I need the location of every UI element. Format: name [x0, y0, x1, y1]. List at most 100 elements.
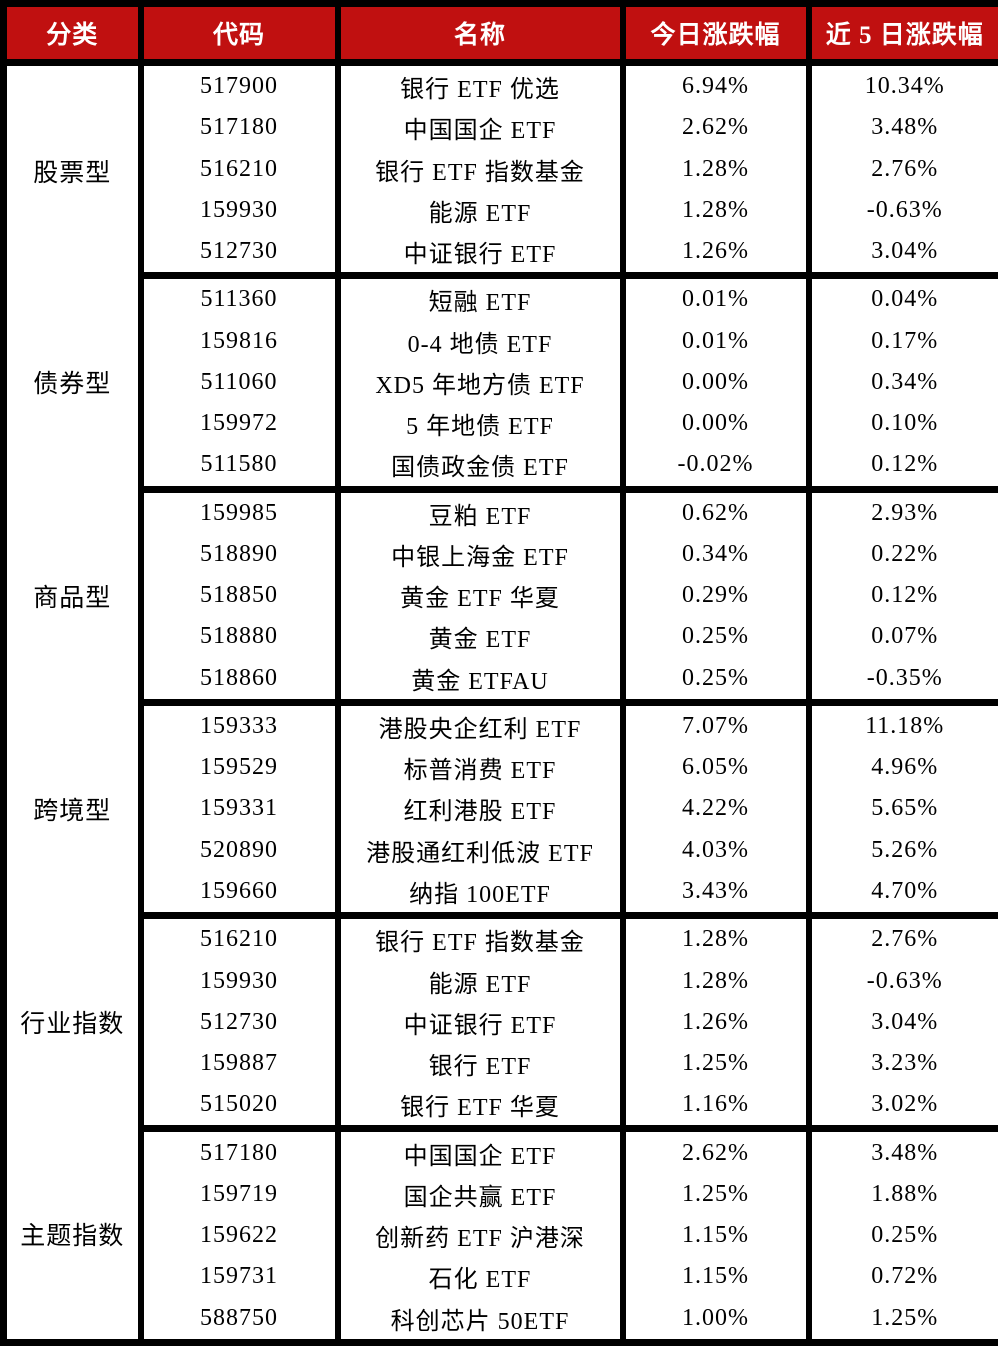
category-cell-theme-index: 主题指数 [0, 1128, 144, 1343]
col-header-five-day-change: 近 5 日涨跌幅 [805, 3, 998, 66]
name-cell: 豆粕 ETF [334, 489, 626, 534]
code-cell: 159887 [137, 1042, 341, 1085]
code-cell: 159333 [137, 702, 341, 748]
name-cell: 0-4 地债 ETF [334, 320, 626, 362]
five-day-change-cell: 0.12% [805, 575, 998, 617]
name-cell: 银行 ETF 指数基金 [334, 915, 626, 961]
today-change-cell: 1.00% [619, 1297, 812, 1346]
today-change-cell: 0.62% [619, 489, 812, 534]
name-cell: 国企共赢 ETF [334, 1173, 626, 1215]
five-day-change-cell: 4.96% [805, 747, 998, 789]
five-day-change-cell: 0.12% [805, 444, 998, 493]
table-row: 债券型 511360 短融 ETF 0.01% 0.04% [0, 275, 998, 490]
today-change-cell: 2.62% [619, 1128, 812, 1174]
today-change-cell: 0.29% [619, 575, 812, 617]
category-cell-stock: 股票型 [0, 62, 144, 276]
table-row: 159622 创新药 ETF 沪港深 1.15% 0.25% [4, 1214, 998, 1257]
five-day-change-cell: 3.04% [805, 1001, 998, 1043]
table-row: 518850 黄金 ETF 华夏 0.29% 0.12% [4, 575, 998, 617]
code-cell: 159660 [137, 870, 341, 920]
five-day-change-cell: 2.93% [805, 489, 998, 534]
code-cell: 520890 [137, 829, 341, 871]
code-cell: 159930 [137, 960, 341, 1002]
category-cell-industry-index: 行业指数 [0, 915, 144, 1129]
name-cell: 黄金 ETF [334, 616, 626, 658]
name-cell: 中国国企 ETF [334, 1128, 626, 1174]
five-day-change-cell: 3.04% [805, 231, 998, 280]
five-day-change-cell: 3.23% [805, 1042, 998, 1085]
code-cell: 159529 [137, 747, 341, 789]
today-change-cell: 1.28% [619, 915, 812, 961]
five-day-change-cell: 0.17% [805, 320, 998, 362]
name-cell: 科创芯片 50ETF [334, 1297, 626, 1346]
code-cell: 515020 [137, 1084, 341, 1133]
five-day-change-cell: 11.18% [805, 702, 998, 748]
code-cell: 517180 [137, 1128, 341, 1174]
table-row: 518880 黄金 ETF 0.25% 0.07% [4, 616, 998, 658]
five-day-change-cell: 5.26% [805, 829, 998, 871]
category-cell-bond: 债券型 [0, 275, 144, 490]
name-cell: 黄金 ETFAU [334, 657, 626, 706]
category-cell-commodity: 商品型 [0, 489, 144, 703]
table-row: 股票型 517900 银行 ETF 优选 6.94% 10.34% [0, 62, 998, 276]
name-cell: 红利港股 ETF [334, 788, 626, 830]
today-change-cell: 1.25% [619, 1173, 812, 1215]
five-day-change-cell: 3.02% [805, 1084, 998, 1133]
table-row: 518860 黄金 ETFAU 0.25% -0.35% [4, 657, 998, 706]
code-cell: 518850 [137, 575, 341, 617]
five-day-change-cell: 0.34% [805, 361, 998, 404]
table-row: 159930 能源 ETF 1.28% -0.63% [4, 960, 998, 1002]
today-change-cell: -0.02% [619, 444, 812, 493]
col-header-code: 代码 [137, 3, 341, 66]
table-row: 518890 中银上海金 ETF 0.34% 0.22% [4, 533, 998, 576]
today-change-cell: 1.25% [619, 1042, 812, 1085]
category-cell-crossborder: 跨境型 [0, 702, 144, 916]
name-cell: 纳指 100ETF [334, 870, 626, 920]
table-row: 159930 能源 ETF 1.28% -0.63% [4, 189, 998, 232]
today-change-cell: 4.22% [619, 788, 812, 830]
name-cell: 5 年地债 ETF [334, 403, 626, 445]
code-cell: 512730 [137, 231, 341, 280]
five-day-change-cell: -0.35% [805, 657, 998, 706]
code-cell: 159972 [137, 403, 341, 445]
code-cell: 159622 [137, 1214, 341, 1257]
today-change-cell: 1.26% [619, 1001, 812, 1043]
today-change-cell: 1.28% [619, 960, 812, 1002]
today-change-cell: 2.62% [619, 107, 812, 149]
code-cell: 588750 [137, 1297, 341, 1346]
name-cell: 银行 ETF 华夏 [334, 1084, 626, 1133]
name-cell: 能源 ETF [334, 189, 626, 232]
name-cell: 石化 ETF [334, 1256, 626, 1298]
name-cell: 黄金 ETF 华夏 [334, 575, 626, 617]
five-day-change-cell: 0.10% [805, 403, 998, 445]
col-header-name: 名称 [334, 3, 626, 66]
name-cell: 港股通红利低波 ETF [334, 829, 626, 871]
name-cell: XD5 年地方债 ETF [334, 361, 626, 404]
code-cell: 159816 [137, 320, 341, 362]
today-change-cell: 0.25% [619, 657, 812, 706]
five-day-change-cell: 3.48% [805, 107, 998, 149]
table-row: 159816 0-4 地债 ETF 0.01% 0.17% [4, 320, 998, 362]
table-row: 159529 标普消费 ETF 6.05% 4.96% [4, 747, 998, 789]
name-cell: 国债政金债 ETF [334, 444, 626, 493]
code-cell: 159930 [137, 189, 341, 232]
code-cell: 511360 [137, 275, 341, 321]
table-row: 516210 银行 ETF 指数基金 1.28% 2.76% [4, 148, 998, 190]
today-change-cell: 0.00% [619, 361, 812, 404]
five-day-change-cell: -0.63% [805, 189, 998, 232]
five-day-change-cell: 2.76% [805, 915, 998, 961]
five-day-change-cell: 2.76% [805, 148, 998, 190]
five-day-change-cell: 4.70% [805, 870, 998, 920]
five-day-change-cell: 0.07% [805, 616, 998, 658]
today-change-cell: 0.01% [619, 275, 812, 321]
today-change-cell: 6.94% [619, 62, 812, 108]
table-row: 159719 国企共赢 ETF 1.25% 1.88% [4, 1173, 998, 1215]
today-change-cell: 1.28% [619, 148, 812, 190]
today-change-cell: 1.16% [619, 1084, 812, 1133]
table-row: 517180 中国国企 ETF 2.62% 3.48% [4, 107, 998, 149]
today-change-cell: 1.26% [619, 231, 812, 280]
code-cell: 517900 [137, 62, 341, 108]
code-cell: 511060 [137, 361, 341, 404]
five-day-change-cell: 5.65% [805, 788, 998, 830]
table-row: 行业指数 516210 银行 ETF 指数基金 1.28% 2.76% [0, 915, 998, 1129]
